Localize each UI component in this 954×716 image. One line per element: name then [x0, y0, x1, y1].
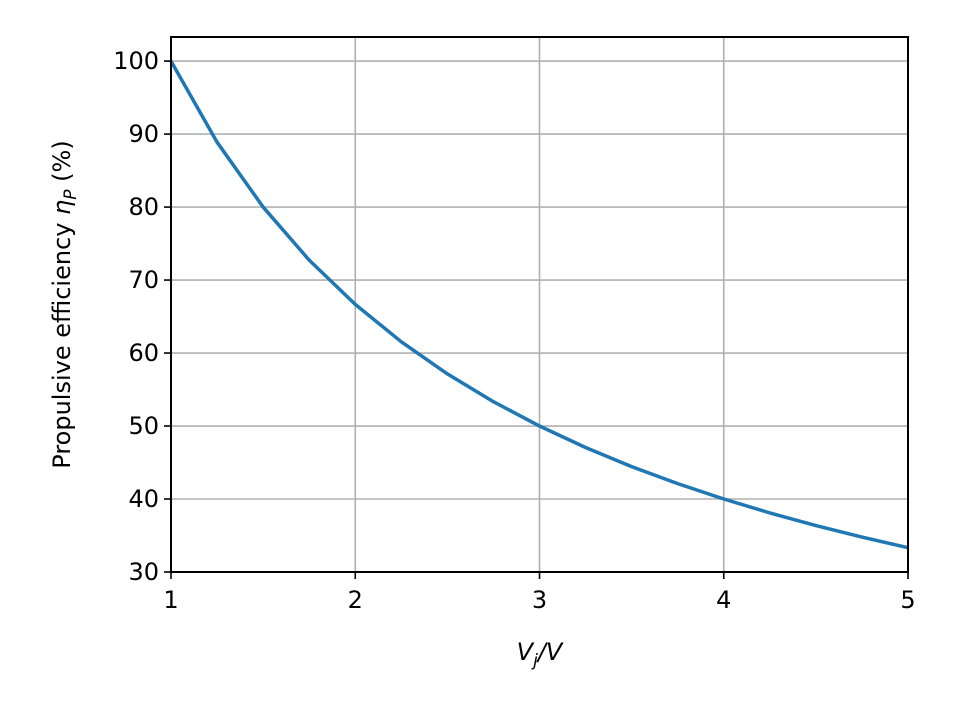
x-tick-label: 2 [348, 586, 363, 614]
y-tick-label: 80 [128, 193, 159, 221]
y-tick-label: 70 [128, 266, 159, 294]
x-axis-label-rest: /V [536, 638, 564, 666]
y-tick-label: 100 [113, 47, 159, 75]
tick-layer: 1 2 3 4 5 30 40 50 60 70 80 90 100 [113, 47, 915, 614]
x-tick-label: 3 [532, 586, 547, 614]
y-tick-label: 50 [128, 412, 159, 440]
x-tick-label: 5 [900, 586, 915, 614]
series-line-0 [169, 60, 909, 550]
x-axis-label-base: V [517, 638, 535, 666]
y-axis-label-symbol: η [48, 200, 76, 215]
x-tick-label: 4 [716, 586, 731, 614]
y-tick-label: 40 [128, 485, 159, 513]
y-tick-label: 30 [128, 558, 159, 586]
series-layer [169, 60, 909, 550]
y-axis-label: Propulsive efficiency ηP (%) [48, 140, 81, 468]
y-axis-label-prefix: Propulsive efficiency [48, 215, 76, 469]
y-axis-label-suffix: (%) [48, 140, 76, 189]
y-axis-label-subscript: P [61, 189, 81, 200]
x-tick-label: 1 [163, 586, 178, 614]
y-tick-label: 90 [128, 120, 159, 148]
y-tick-label: 60 [128, 339, 159, 367]
x-axis-label: Vj/V [517, 638, 564, 671]
x-axis-label-subscript: j [531, 651, 538, 671]
label-layer: Vj/V Propulsive efficiency ηP (%) [48, 140, 564, 671]
